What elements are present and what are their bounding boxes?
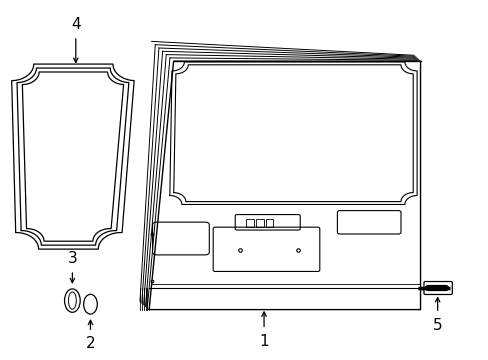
Text: 4: 4 [71, 17, 81, 32]
Text: 2: 2 [85, 336, 95, 351]
Text: 1: 1 [259, 334, 268, 349]
Text: 5: 5 [432, 318, 442, 333]
Text: 3: 3 [67, 251, 77, 266]
FancyBboxPatch shape [423, 282, 451, 294]
